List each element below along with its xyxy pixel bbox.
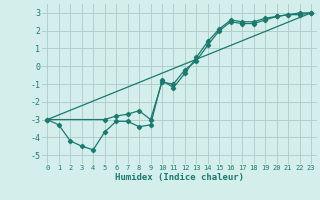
X-axis label: Humidex (Indice chaleur): Humidex (Indice chaleur) bbox=[115, 173, 244, 182]
